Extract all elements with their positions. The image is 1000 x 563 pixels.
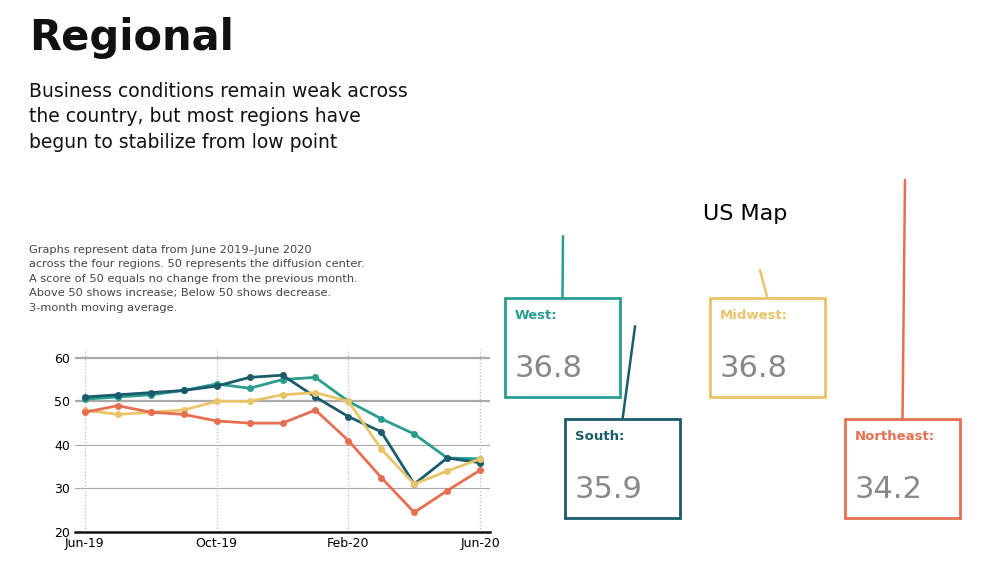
Text: Midwest:: Midwest:: [720, 309, 788, 321]
Text: 34.2: 34.2: [855, 475, 923, 504]
Text: West:: West:: [515, 309, 558, 321]
Text: US Map: US Map: [703, 204, 787, 224]
Text: Regional: Regional: [29, 17, 234, 59]
Text: 35.9: 35.9: [575, 475, 643, 504]
Text: South:: South:: [575, 430, 624, 443]
Text: Northeast:: Northeast:: [855, 430, 935, 443]
Text: 36.8: 36.8: [720, 354, 788, 383]
Text: 36.8: 36.8: [515, 354, 583, 383]
Text: Graphs represent data from June 2019–June 2020
across the four regions. 50 repre: Graphs represent data from June 2019–Jun…: [29, 245, 365, 312]
Text: Business conditions remain weak across
the country, but most regions have
begun : Business conditions remain weak across t…: [29, 82, 408, 152]
